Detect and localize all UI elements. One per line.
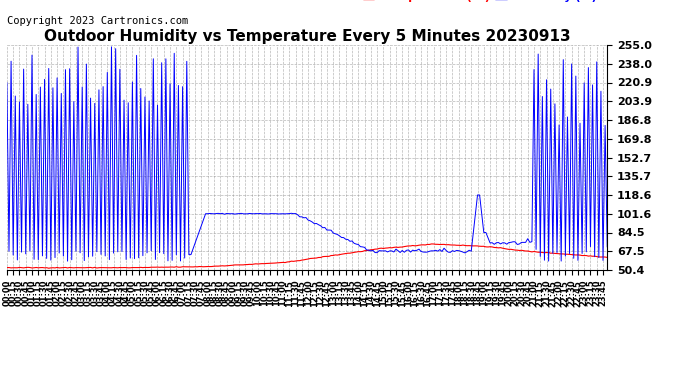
Title: Outdoor Humidity vs Temperature Every 5 Minutes 20230913: Outdoor Humidity vs Temperature Every 5 … [43,29,571,44]
Legend: Temperature (°F), Humidity (%): Temperature (°F), Humidity (%) [358,0,602,6]
Text: Copyright 2023 Cartronics.com: Copyright 2023 Cartronics.com [7,16,188,26]
